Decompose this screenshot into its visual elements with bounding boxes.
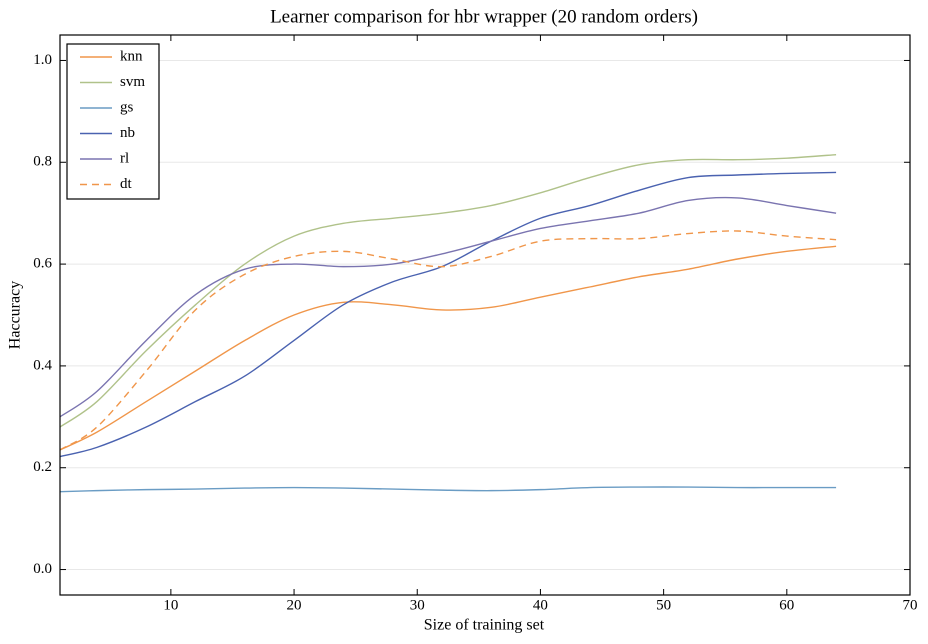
x-tick-label: 60 — [779, 597, 794, 613]
x-tick-label: 10 — [163, 597, 178, 613]
chart-title: Learner comparison for hbr wrapper (20 r… — [270, 6, 698, 27]
legend-label: dt — [120, 176, 133, 192]
line-series — [59, 486, 837, 493]
y-tick-label: 0.6 — [33, 256, 52, 272]
line-series — [59, 196, 837, 418]
legend-label: svm — [120, 74, 145, 90]
y-axis-label: Haccuracy — [7, 281, 24, 349]
legend-label: knn — [120, 48, 143, 64]
legend-label: rl — [120, 150, 129, 166]
x-axis-label: Size of training set — [424, 617, 545, 634]
y-tick-label: 1.0 — [33, 52, 52, 68]
legend-label: nb — [120, 125, 135, 141]
x-tick-label: 40 — [533, 597, 548, 613]
line-series — [59, 153, 837, 428]
line-series — [59, 171, 837, 458]
y-tick-label: 0.8 — [33, 154, 52, 170]
line-series — [59, 245, 837, 451]
y-tick-label: 0.0 — [33, 561, 52, 577]
legend-label: gs — [120, 99, 134, 115]
y-tick-label: 0.2 — [33, 459, 52, 475]
x-tick-label: 50 — [656, 597, 671, 613]
x-tick-label: 30 — [410, 597, 425, 613]
x-tick-label: 70 — [903, 597, 918, 613]
x-tick-label: 20 — [287, 597, 302, 613]
plot-frame — [59, 34, 911, 596]
y-tick-label: 0.4 — [33, 357, 52, 373]
legend-box — [66, 43, 160, 200]
line-series — [59, 230, 837, 451]
